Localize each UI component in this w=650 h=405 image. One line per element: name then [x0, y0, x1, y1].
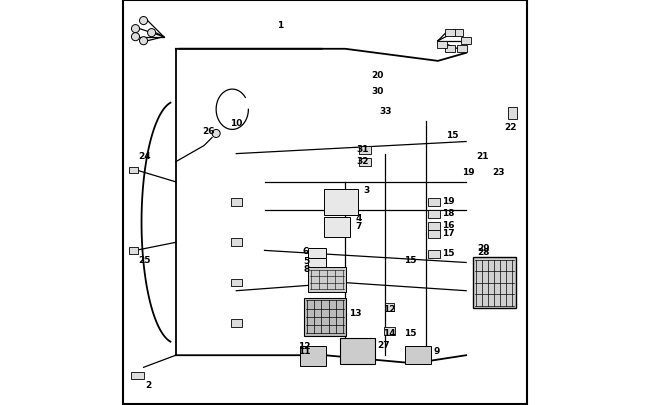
Text: 21: 21 — [476, 151, 489, 160]
FancyBboxPatch shape — [307, 268, 346, 292]
Text: 29: 29 — [477, 244, 490, 253]
FancyBboxPatch shape — [231, 199, 242, 206]
Text: 26: 26 — [202, 127, 215, 136]
Text: 13: 13 — [349, 308, 361, 317]
Text: 17: 17 — [442, 228, 454, 237]
FancyBboxPatch shape — [445, 46, 455, 53]
Text: 3: 3 — [363, 185, 370, 194]
Text: 24: 24 — [138, 151, 151, 160]
Text: 15: 15 — [404, 328, 417, 337]
FancyBboxPatch shape — [129, 247, 138, 254]
FancyBboxPatch shape — [428, 251, 439, 259]
Text: 28: 28 — [477, 248, 490, 257]
FancyBboxPatch shape — [428, 211, 439, 219]
FancyBboxPatch shape — [300, 347, 326, 366]
FancyBboxPatch shape — [359, 158, 371, 166]
Text: 19: 19 — [462, 167, 474, 176]
Text: 19: 19 — [442, 196, 454, 205]
Text: 8: 8 — [304, 265, 310, 274]
FancyBboxPatch shape — [231, 279, 242, 287]
FancyBboxPatch shape — [131, 372, 144, 379]
Text: 15: 15 — [442, 249, 454, 258]
FancyBboxPatch shape — [445, 30, 455, 37]
Text: 4: 4 — [356, 213, 362, 223]
FancyBboxPatch shape — [405, 347, 431, 364]
Text: 33: 33 — [380, 107, 392, 116]
Text: 10: 10 — [230, 119, 242, 128]
Text: 2: 2 — [146, 381, 152, 390]
Circle shape — [148, 30, 155, 38]
FancyBboxPatch shape — [308, 258, 326, 269]
FancyBboxPatch shape — [462, 38, 471, 45]
Text: 6: 6 — [303, 246, 309, 255]
Text: 16: 16 — [442, 220, 454, 230]
FancyBboxPatch shape — [453, 30, 463, 37]
FancyBboxPatch shape — [304, 298, 346, 337]
FancyBboxPatch shape — [308, 248, 326, 258]
FancyBboxPatch shape — [437, 42, 447, 49]
Text: 9: 9 — [433, 346, 439, 355]
FancyBboxPatch shape — [428, 231, 439, 239]
Text: 12: 12 — [383, 304, 395, 313]
FancyBboxPatch shape — [231, 320, 242, 327]
FancyBboxPatch shape — [385, 303, 395, 311]
FancyBboxPatch shape — [324, 189, 358, 216]
FancyBboxPatch shape — [428, 223, 439, 231]
Text: 11: 11 — [298, 346, 310, 355]
Text: 7: 7 — [356, 222, 362, 230]
Circle shape — [131, 26, 140, 34]
FancyBboxPatch shape — [473, 257, 516, 309]
FancyBboxPatch shape — [340, 338, 374, 365]
Circle shape — [140, 17, 148, 26]
Text: 32: 32 — [356, 156, 369, 166]
FancyBboxPatch shape — [457, 46, 467, 53]
Text: 14: 14 — [383, 328, 395, 337]
Text: 1: 1 — [277, 21, 283, 30]
FancyBboxPatch shape — [129, 167, 138, 173]
Text: 12: 12 — [298, 341, 310, 350]
Text: 15: 15 — [446, 131, 458, 140]
Circle shape — [131, 34, 140, 42]
Text: 18: 18 — [442, 209, 454, 217]
FancyBboxPatch shape — [428, 198, 439, 207]
Text: 20: 20 — [371, 71, 384, 80]
FancyBboxPatch shape — [384, 327, 395, 335]
Text: 31: 31 — [356, 145, 369, 153]
FancyBboxPatch shape — [359, 146, 371, 154]
Text: 30: 30 — [371, 87, 384, 96]
FancyBboxPatch shape — [508, 108, 517, 120]
Text: 22: 22 — [504, 123, 517, 132]
Circle shape — [212, 130, 220, 138]
Text: 5: 5 — [303, 256, 309, 265]
FancyBboxPatch shape — [324, 217, 350, 238]
Text: 27: 27 — [378, 340, 390, 349]
Text: 23: 23 — [492, 167, 505, 176]
Text: 15: 15 — [404, 256, 417, 265]
FancyBboxPatch shape — [231, 239, 242, 247]
Text: 25: 25 — [138, 256, 151, 265]
Circle shape — [140, 38, 148, 46]
